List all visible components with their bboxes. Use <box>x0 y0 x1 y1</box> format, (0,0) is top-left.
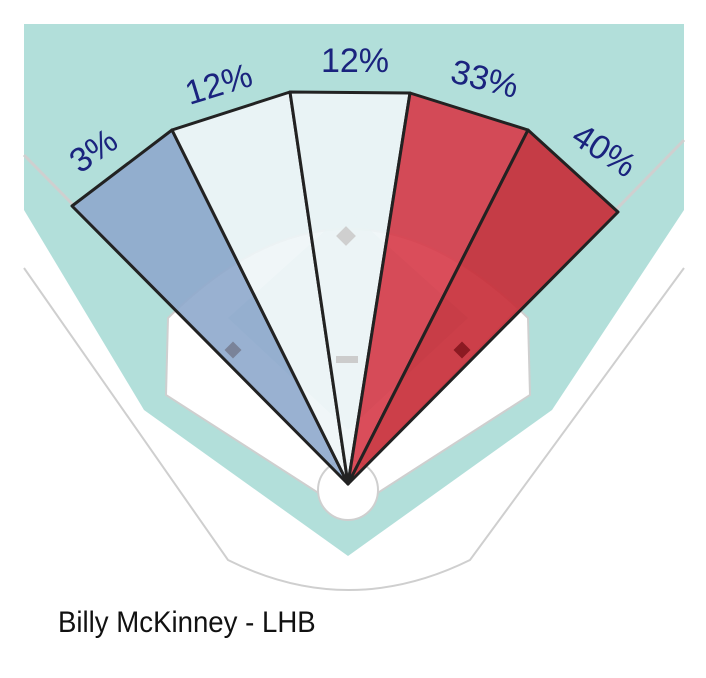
zone-label-3: 12% <box>321 42 389 80</box>
chart-title: Billy McKinney - LHB <box>58 606 316 639</box>
stadium-outline <box>23 267 685 591</box>
third-base-icon <box>224 341 242 359</box>
second-base-icon <box>336 226 356 246</box>
spray-chart: 3%12% 12% 33%40% <box>22 24 686 591</box>
first-base-icon <box>453 341 471 359</box>
zones-group <box>70 90 620 486</box>
zone-wedge-5 <box>346 128 620 486</box>
pitchers-rubber-icon <box>336 356 358 363</box>
